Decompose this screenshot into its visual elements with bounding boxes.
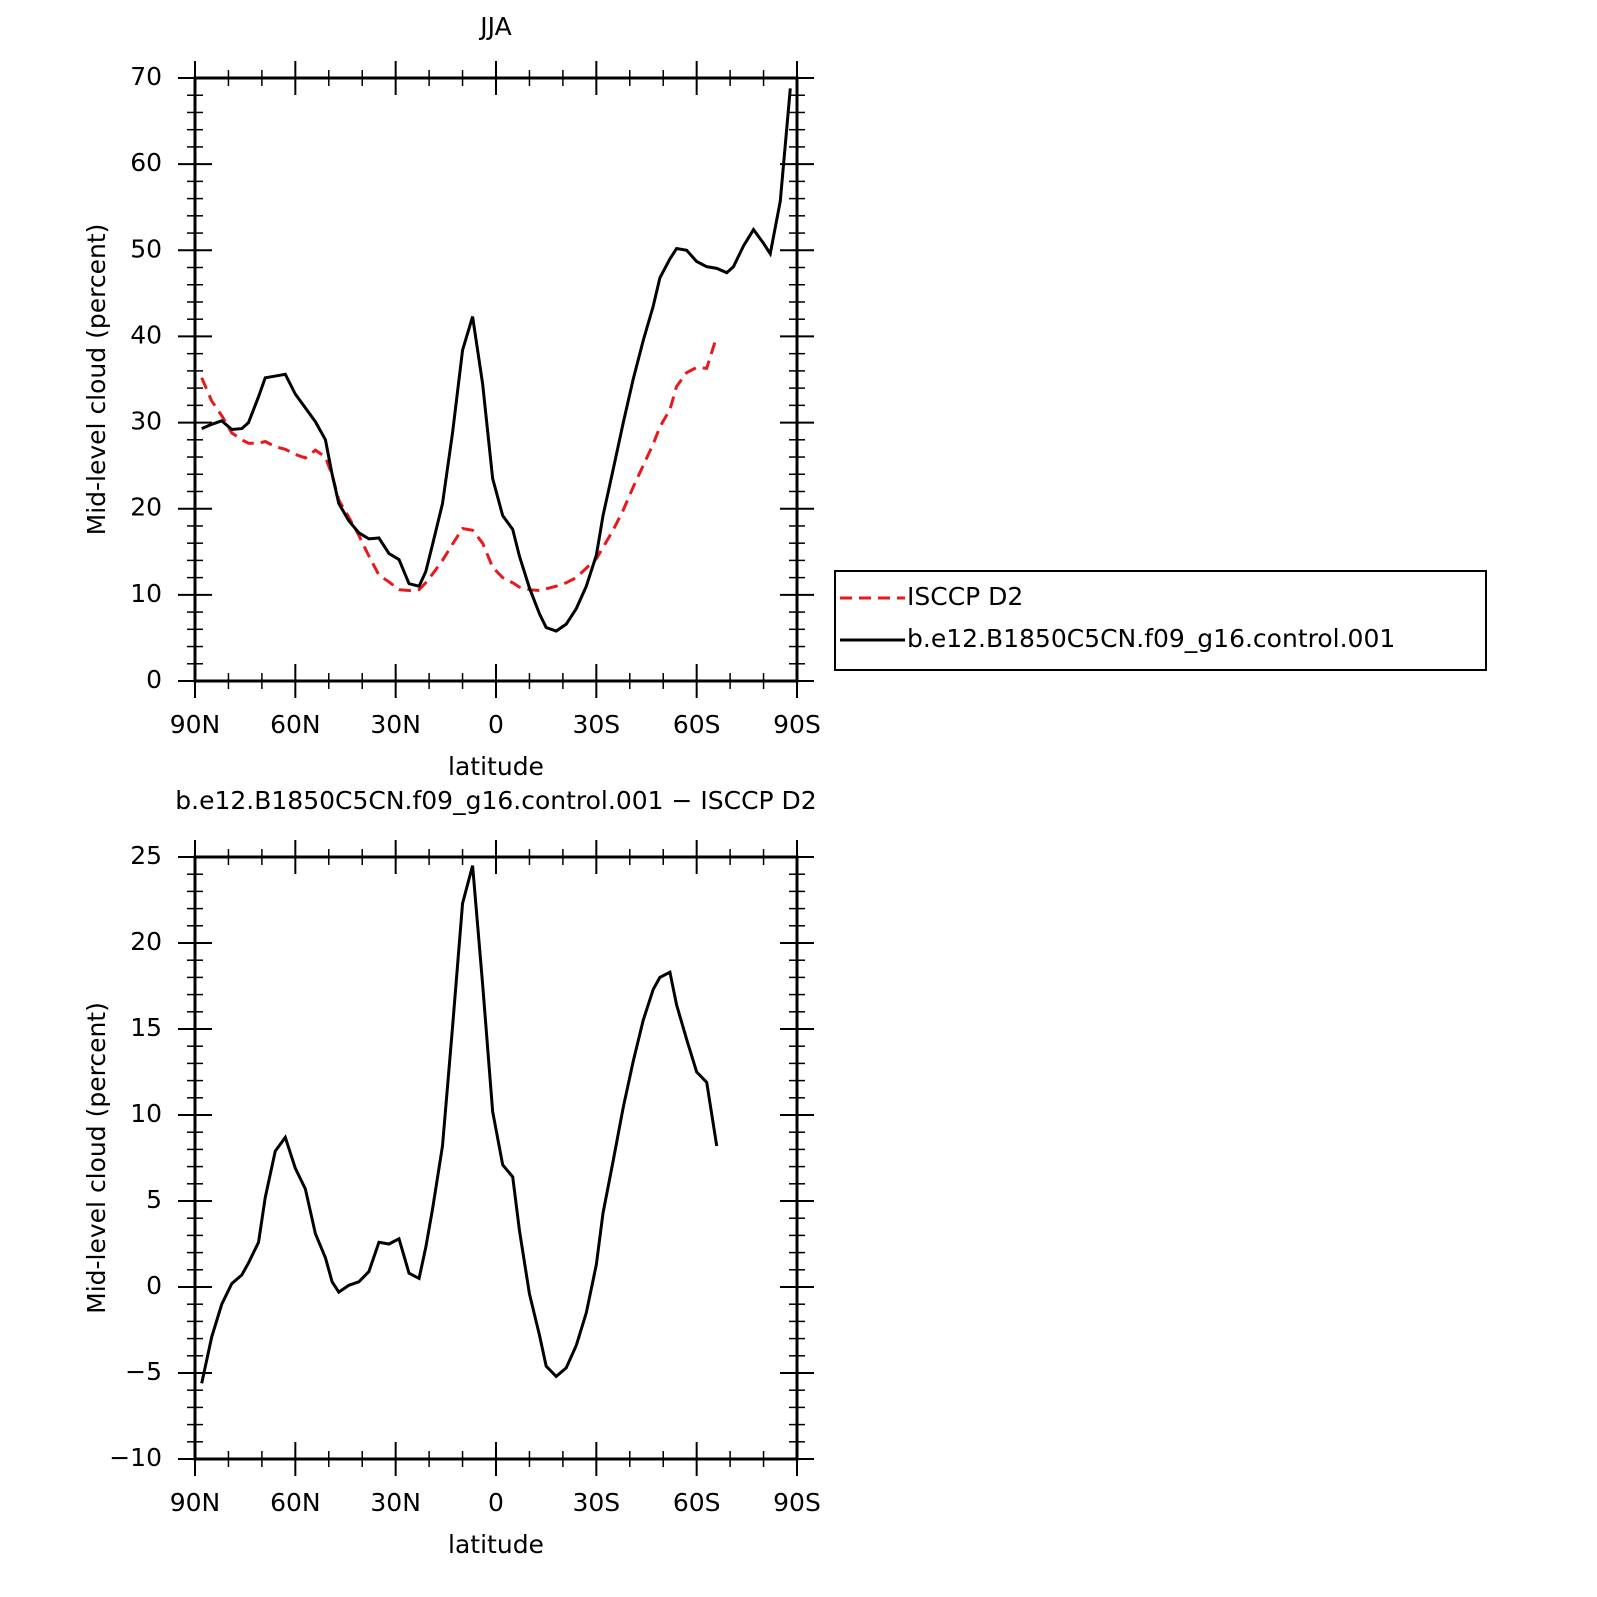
x-tick-label: 30S (572, 1488, 620, 1517)
y-tick-label: 60 (130, 148, 162, 177)
y-tick-label: −5 (125, 1357, 162, 1386)
x-tick-label: 30N (370, 710, 421, 739)
x-axis-label: latitude (448, 752, 544, 781)
data-line (200, 865, 719, 1384)
x-tick-label: 0 (488, 1488, 504, 1517)
y-tick-label: 20 (130, 927, 162, 956)
data-line (201, 88, 792, 633)
y-tick-label: 40 (130, 320, 162, 349)
y-tick-label: 50 (130, 234, 162, 263)
y-tick-label: 5 (146, 1185, 162, 1214)
y-tick-label: −10 (109, 1443, 162, 1472)
x-tick-label: 90S (773, 1488, 821, 1517)
legend-box (834, 570, 1487, 671)
x-tick-label: 60N (270, 1488, 321, 1517)
chart-title: JJA (478, 12, 511, 41)
y-tick-label: 20 (130, 493, 162, 522)
y-tick-label: 30 (130, 407, 162, 436)
y-tick-label: 70 (130, 62, 162, 91)
y-axis-label: Mid-level cloud (percent) (82, 224, 111, 536)
legend-label: ISCCP D2 (907, 582, 1023, 611)
x-tick-label: 0 (488, 710, 504, 739)
x-tick-label: 60S (673, 1488, 721, 1517)
y-tick-label: 25 (130, 841, 162, 870)
x-tick-label: 30S (572, 710, 620, 739)
y-tick-label: 0 (146, 665, 162, 694)
x-tick-label: 90N (170, 710, 221, 739)
x-tick-label: 90N (170, 1488, 221, 1517)
chart-title: b.e12.B1850C5CN.f09_g16.control.001 − IS… (175, 786, 816, 815)
plot-frame (193, 76, 799, 683)
y-tick-label: 15 (130, 1013, 162, 1042)
y-tick-label: 0 (146, 1271, 162, 1300)
x-tick-label: 60N (270, 710, 321, 739)
x-axis-label: latitude (448, 1530, 544, 1559)
y-axis-label: Mid-level cloud (percent) (82, 1002, 111, 1314)
plot-frame (193, 855, 799, 1461)
x-tick-label: 90S (773, 710, 821, 739)
data-line (200, 335, 719, 593)
x-tick-label: 30N (370, 1488, 421, 1517)
y-tick-label: 10 (130, 579, 162, 608)
x-tick-label: 60S (673, 710, 721, 739)
y-tick-label: 10 (130, 1099, 162, 1128)
legend-label: b.e12.B1850C5CN.f09_g16.control.001 (907, 624, 1395, 653)
